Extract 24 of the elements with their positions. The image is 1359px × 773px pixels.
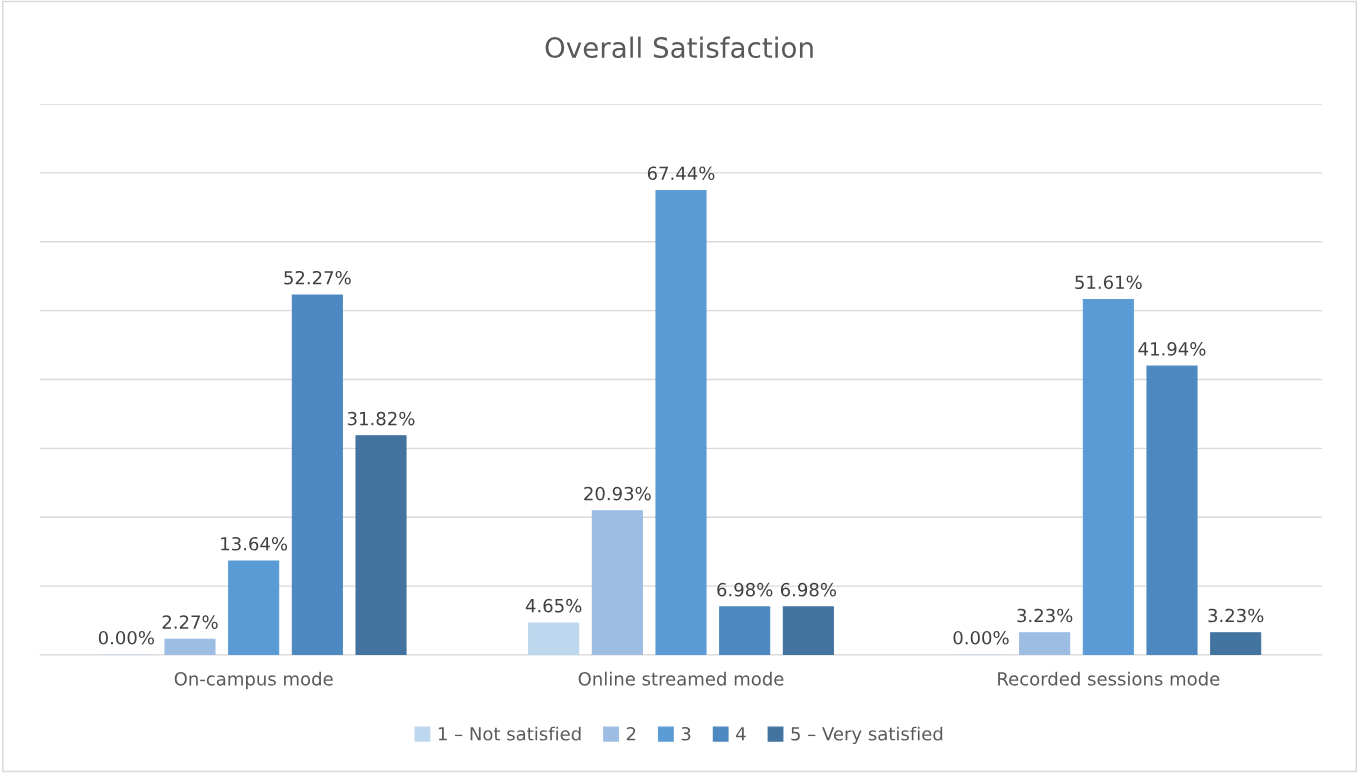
data-label: 6.98% bbox=[717, 582, 773, 597]
data-label: 2.27% bbox=[162, 615, 218, 629]
data-label: 13.64% bbox=[221, 536, 288, 551]
data-label: 67.44% bbox=[647, 166, 715, 181]
data-label: 3.23% bbox=[1208, 608, 1264, 623]
data-label: 4.65% bbox=[525, 598, 582, 613]
x-tick-label: Recorded sessions mode bbox=[998, 671, 1220, 686]
legend-label: 4 bbox=[736, 727, 746, 741]
data-label: 0.00% bbox=[953, 630, 1009, 645]
data-label: 51.61% bbox=[1075, 275, 1142, 290]
legend-label: 2 bbox=[626, 726, 636, 741]
chart-title: Overall Satisfaction bbox=[545, 36, 813, 59]
data-label: 3.23% bbox=[1017, 608, 1073, 623]
x-tick-label: Online streamed mode bbox=[578, 671, 784, 686]
legend-label: 5 – Very satisfied bbox=[791, 726, 943, 745]
data-label: 31.82% bbox=[347, 411, 415, 426]
data-label: 6.98% bbox=[780, 582, 837, 597]
legend-label: 3 bbox=[681, 726, 691, 741]
data-label: 41.94% bbox=[1138, 342, 1206, 356]
x-tick-label: On-campus mode bbox=[174, 671, 333, 690]
legend-label: 1 – Not satisfied bbox=[438, 726, 581, 741]
data-label: 52.27% bbox=[284, 270, 351, 285]
data-label: 0.00% bbox=[98, 630, 154, 645]
data-label: 20.93% bbox=[584, 486, 651, 501]
